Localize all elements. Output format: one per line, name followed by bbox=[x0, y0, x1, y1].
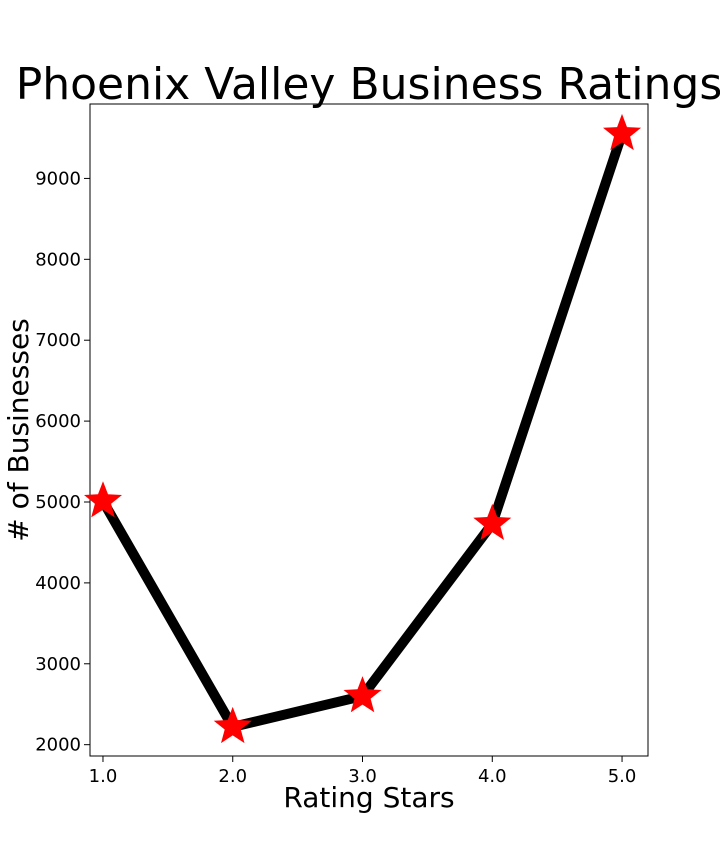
x-axis-label: Rating Stars bbox=[283, 781, 454, 814]
x-tick-label: 4.0 bbox=[478, 766, 507, 787]
plot-frame bbox=[89, 103, 649, 757]
x-tick-label: 1.0 bbox=[89, 766, 118, 787]
y-tick-label: 4000 bbox=[35, 573, 81, 594]
y-axis: 2000 3000 4000 5000 6000 7000 8000 9000 bbox=[35, 168, 90, 756]
data-point-star bbox=[84, 481, 122, 518]
y-tick-label: 5000 bbox=[35, 492, 81, 513]
data-point-star bbox=[213, 706, 252, 744]
y-tick-label: 6000 bbox=[35, 411, 81, 432]
x-tick-label: 5.0 bbox=[608, 766, 637, 787]
y-axis-label: # of Businesses bbox=[2, 318, 35, 542]
data-point-star bbox=[343, 676, 382, 713]
x-tick-label: 2.0 bbox=[218, 766, 247, 787]
x-axis: 1.0 2.0 3.0 4.0 5.0 bbox=[89, 756, 637, 787]
series-line bbox=[98, 132, 627, 733]
chart-title: Phoenix Valley Business Ratings bbox=[16, 59, 720, 110]
data-markers bbox=[84, 113, 642, 744]
data-point-star bbox=[473, 503, 512, 540]
y-tick-label: 7000 bbox=[35, 330, 81, 351]
y-tick-label: 2000 bbox=[35, 735, 81, 756]
data-point-star bbox=[603, 113, 642, 151]
y-tick-label: 9000 bbox=[35, 168, 81, 189]
y-tick-label: 3000 bbox=[35, 654, 81, 675]
x-tick-label: 3.0 bbox=[348, 766, 377, 787]
y-tick-label: 8000 bbox=[35, 249, 81, 270]
